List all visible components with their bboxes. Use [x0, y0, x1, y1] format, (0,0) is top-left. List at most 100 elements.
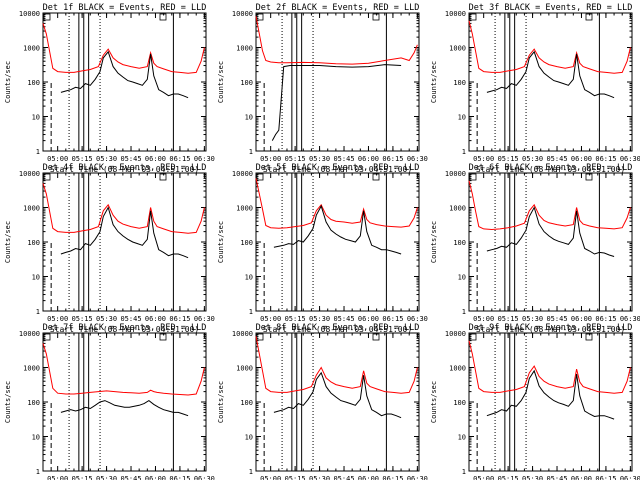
y-tick-label: 1	[36, 468, 40, 476]
x-tick-label: 05:30	[309, 155, 330, 163]
x-tick-label: 06:15	[382, 475, 403, 480]
y-axis-label: Counts/sec	[217, 61, 225, 103]
x-tick-label: 06:30	[194, 155, 215, 163]
corner-marker-right	[372, 173, 380, 181]
x-tick-label: 05:00	[473, 315, 494, 323]
y-tick-label: 10	[458, 274, 466, 282]
series-line	[273, 204, 402, 255]
x-tick-label: 05:30	[309, 475, 330, 480]
chart-title: Det 9f BLACK = Events, RED = LLD	[469, 323, 633, 333]
x-tick-label: 05:15	[285, 315, 306, 323]
x-tick-label: 05:30	[309, 315, 330, 323]
series-line	[42, 23, 205, 74]
x-tick-label: 06:15	[595, 155, 616, 163]
chart-panel: Det 5f BLACK = Events, RED = LLD Counts/s…	[217, 163, 428, 334]
corner-marker-left	[256, 173, 264, 181]
chart-panel: Det 2f BLACK = Events, RED = LLD Counts/s…	[217, 3, 428, 174]
corner-marker-right	[585, 13, 593, 21]
y-tick-label: 10000	[232, 170, 253, 178]
x-tick-label: 05:45	[120, 155, 141, 163]
corner-marker-left	[469, 173, 477, 181]
x-tick-label: 05:15	[498, 155, 519, 163]
x-tick-label: 05:45	[120, 315, 141, 323]
plot-frame	[42, 172, 207, 312]
y-tick-label: 1	[462, 308, 466, 316]
y-tick-label: 10	[32, 114, 40, 122]
y-axis-label: Counts/sec	[430, 221, 438, 263]
x-tick-label: 06:30	[620, 155, 640, 163]
x-tick-label: 05:15	[72, 475, 93, 480]
y-axis-label: Counts/sec	[4, 221, 12, 263]
series-line	[486, 50, 615, 99]
corner-marker-right	[585, 333, 593, 341]
y-tick-label: 1	[36, 148, 40, 156]
y-tick-label: 10000	[445, 330, 466, 338]
chart-title: Det 2f BLACK = Events, RED = LLD	[256, 3, 420, 13]
series-line	[486, 369, 615, 420]
plot-frame	[42, 12, 207, 152]
corner-marker-left	[469, 13, 477, 21]
chart-title: Det 5f BLACK = Events, RED = LLD	[256, 163, 420, 173]
corner-marker-left	[469, 333, 477, 341]
chart-panel: Det 1f BLACK = Events, RED = LLD Counts/s…	[4, 3, 215, 174]
y-tick-label: 10000	[19, 330, 40, 338]
x-tick-label: 05:45	[333, 475, 354, 480]
chart-panel: Det 8f BLACK = Events, RED = LLD Counts/s…	[217, 323, 428, 480]
y-axis-label: Counts/sec	[430, 61, 438, 103]
x-tick-label: 06:00	[571, 315, 592, 323]
x-tick-label: 06:15	[595, 475, 616, 480]
y-tick-label: 10000	[19, 10, 40, 18]
x-tick-label: 05:30	[522, 475, 543, 480]
x-tick-label: 05:00	[260, 155, 281, 163]
corner-marker-left	[256, 333, 264, 341]
y-tick-label: 100	[240, 239, 253, 247]
y-tick-label: 100	[453, 399, 466, 407]
y-tick-label: 1	[462, 148, 466, 156]
y-tick-label: 100	[27, 399, 40, 407]
series-line	[271, 64, 402, 141]
x-tick-label: 05:15	[72, 155, 93, 163]
x-tick-label: 05:30	[522, 155, 543, 163]
corner-marker-right	[372, 13, 380, 21]
y-tick-label: 1	[249, 468, 253, 476]
y-tick-label: 1000	[23, 365, 40, 373]
x-tick-label: 05:15	[498, 315, 519, 323]
x-tick-label: 05:15	[285, 475, 306, 480]
x-tick-label: 05:30	[96, 155, 117, 163]
plot-frame	[468, 172, 633, 312]
corner-marker-left	[43, 13, 51, 21]
x-axis-label: Start Time (08-Mar-03 04:51:00)	[263, 325, 412, 334]
x-tick-label: 05:15	[498, 475, 519, 480]
x-tick-label: 05:15	[72, 315, 93, 323]
y-axis-label: Counts/sec	[217, 381, 225, 423]
corner-marker-right	[372, 333, 380, 341]
y-tick-label: 100	[240, 399, 253, 407]
y-tick-label: 10000	[19, 170, 40, 178]
x-tick-label: 06:30	[620, 475, 640, 480]
x-tick-label: 05:00	[47, 155, 68, 163]
y-tick-label: 10	[458, 434, 466, 442]
series-line	[486, 206, 615, 257]
plot-frame	[255, 332, 420, 472]
y-axis-label: Counts/sec	[217, 221, 225, 263]
x-tick-label: 05:00	[260, 475, 281, 480]
x-tick-label: 06:30	[620, 315, 640, 323]
y-tick-label: 100	[27, 239, 40, 247]
x-tick-label: 06:00	[358, 155, 379, 163]
x-tick-label: 05:45	[546, 475, 567, 480]
x-tick-label: 06:30	[194, 475, 215, 480]
y-tick-label: 1	[36, 308, 40, 316]
y-axis-label: Counts/sec	[430, 381, 438, 423]
y-tick-label: 10	[245, 434, 253, 442]
x-tick-label: 06:00	[571, 475, 592, 480]
y-axis-label: Counts/sec	[4, 381, 12, 423]
y-tick-label: 1000	[236, 45, 253, 53]
x-tick-label: 05:30	[522, 315, 543, 323]
series-line	[273, 371, 402, 419]
x-tick-label: 05:00	[473, 475, 494, 480]
x-tick-label: 05:45	[333, 155, 354, 163]
series-line	[60, 399, 189, 417]
y-tick-label: 100	[453, 239, 466, 247]
y-axis-label: Counts/sec	[4, 61, 12, 103]
plot-frame	[255, 12, 420, 152]
